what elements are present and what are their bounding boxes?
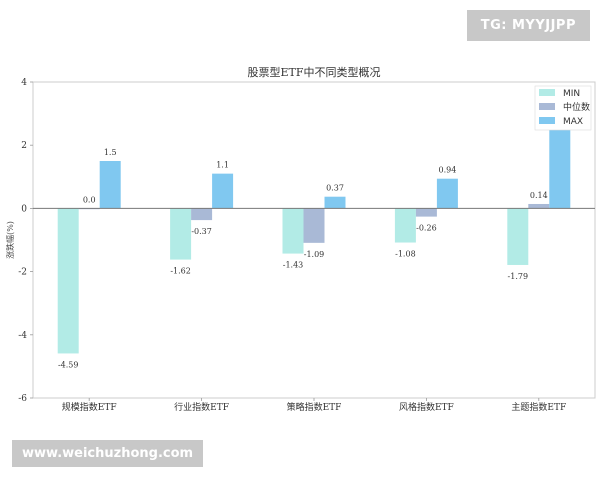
y-axis-ticks: 4 2 0 -2 -4 -6 [18,78,33,404]
bar-value-label: 1.1 [216,161,229,170]
legend-label-MIN: MIN [563,89,580,99]
bar-value-label: -1.43 [283,261,304,270]
bars-group [57,113,571,354]
bar-value-label: 0.94 [438,166,456,175]
y-tick-label: 4 [21,78,27,88]
bar-MIN-策略指数ETF [282,208,304,254]
watermark-bottom: www.weichuzhong.com [12,440,204,467]
bar-MAX-规模指数ETF [99,161,121,209]
y-tick-label: 0 [21,204,27,214]
x-tick-label: 规模指数ETF [62,401,117,413]
bar-MIN-风格指数ETF [394,208,416,243]
bar-MIN-规模指数ETF [57,208,79,354]
bar-中位数-风格指数ETF [415,208,437,217]
bar-value-label: 1.5 [104,148,117,157]
legend-label-MAX: MAX [563,117,583,127]
bar-value-label: -1.09 [304,250,325,259]
bar-MAX-策略指数ETF [324,196,346,209]
y-tick-label: -2 [18,268,27,278]
bar-中位数-行业指数ETF [191,208,213,221]
bar-value-label: 0.37 [326,184,344,193]
bar-MAX-行业指数ETF [212,173,234,209]
y-tick-label: -6 [18,394,27,404]
x-tick-label: 风格指数ETF [399,401,454,413]
chart-title: 股票型ETF中不同类型概况 [248,65,381,79]
bar-MIN-主题指数ETF [507,208,529,265]
legend-swatch-中位数 [539,103,555,110]
bar-value-label: -1.79 [508,272,529,281]
bar-value-label: -1.08 [395,250,416,259]
bar-value-label: -0.37 [191,227,212,236]
watermark-top: TG: MYYJJPP [466,10,590,41]
bar-value-label: -1.62 [170,267,191,276]
bar-labels-group: -4.59 0.0 1.5 -1.62 -0.37 1.1 -1.43-1.09 0.37 -1… [58,148,548,369]
y-axis-label: 涨跌幅(%) [5,221,15,259]
y-tick-label: 2 [21,141,27,151]
bar-MIN-行业指数ETF [170,208,192,260]
x-tick-label: 主题指数ETF [511,401,566,413]
legend-swatch-MIN [539,89,555,96]
bar-MAX-主题指数ETF [549,113,571,209]
legend: MIN 中位数 MAX [534,85,592,131]
bar-中位数-策略指数ETF [303,208,325,243]
legend-label-中位数: 中位数 [563,101,590,113]
bar-中位数-主题指数ETF [528,203,550,209]
bar-value-label: -0.26 [416,224,437,233]
legend-swatch-MAX [539,117,555,124]
bar-value-label: 0.0 [83,195,96,204]
y-tick-label: -4 [18,331,27,341]
bar-MAX-风格指数ETF [436,178,458,209]
x-tick-label: 策略指数ETF [287,401,342,413]
x-axis-ticks: 规模指数ETF 行业指数ETF 策略指数ETF 风格指数ETF 主题指数ETF [62,398,566,413]
x-tick-label: 行业指数ETF [174,401,229,413]
bar-value-label: -4.59 [58,360,79,369]
bar-value-label: 0.14 [530,191,548,200]
